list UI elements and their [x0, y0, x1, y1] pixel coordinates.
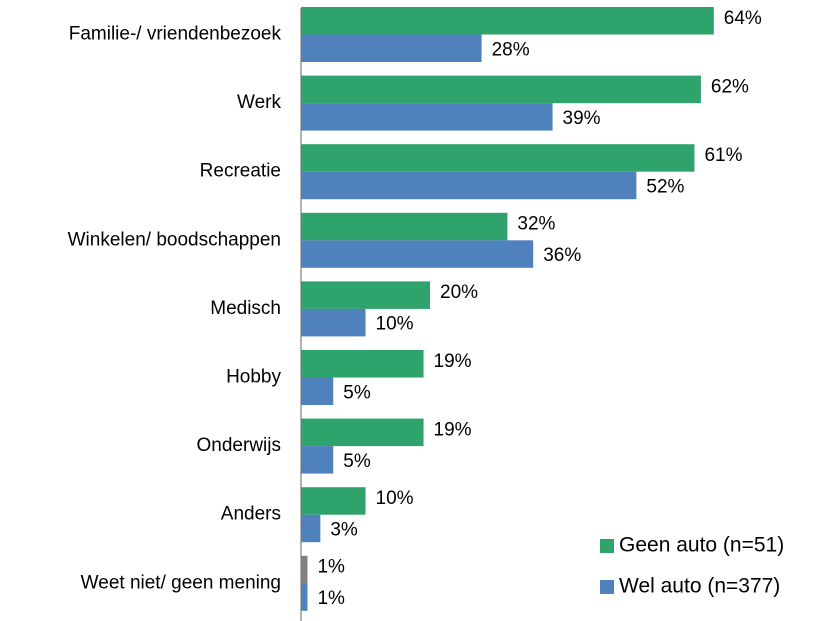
bar: [301, 487, 366, 515]
category-label: Familie-/ vriendenbezoek: [69, 24, 282, 45]
bar: [301, 75, 701, 104]
legend-swatch: [600, 539, 614, 553]
legend-swatch: [600, 580, 614, 594]
value-label: 10%: [376, 314, 414, 335]
legend-label: Geen auto (n=51): [619, 534, 784, 557]
value-label: 19%: [434, 351, 472, 372]
legend-label: Wel auto (n=377): [619, 575, 780, 598]
value-label: 61%: [704, 145, 742, 166]
category-label: Recreatie: [200, 161, 281, 182]
bar: [301, 171, 637, 200]
value-label: 36%: [543, 245, 581, 266]
value-label: 62%: [711, 76, 749, 97]
bar: [301, 240, 534, 268]
value-label: 19%: [434, 419, 472, 440]
value-label: 32%: [517, 214, 555, 235]
bar: [301, 377, 334, 405]
category-label: Hobby: [226, 367, 281, 388]
bar: [301, 103, 553, 131]
value-label: 5%: [343, 382, 371, 403]
value-label: 1%: [317, 588, 345, 609]
value-label: 10%: [376, 488, 414, 509]
bar: [301, 583, 308, 611]
bar: [301, 555, 308, 584]
value-label: 39%: [563, 108, 601, 129]
bar: [301, 418, 424, 447]
category-label: Winkelen/ boodschappen: [68, 229, 281, 250]
value-label: 64%: [724, 8, 762, 29]
bar: [301, 446, 334, 474]
value-label: 20%: [440, 282, 478, 303]
bar: [301, 281, 430, 309]
value-label: 52%: [646, 176, 684, 197]
value-label: 3%: [330, 519, 358, 540]
category-label: Medisch: [210, 298, 281, 319]
bar: [301, 7, 714, 35]
bar: [301, 34, 482, 62]
category-label: Anders: [221, 504, 281, 525]
value-label: 1%: [317, 557, 345, 578]
category-label: Weet niet/ geen mening: [81, 572, 281, 593]
bar: [301, 350, 424, 378]
bar: [301, 514, 321, 543]
value-label: 5%: [343, 451, 371, 472]
category-label: Werk: [237, 92, 281, 113]
bar: [301, 144, 695, 172]
value-label: 28%: [492, 39, 530, 60]
category-label: Onderwijs: [197, 435, 281, 456]
bar: [301, 212, 508, 241]
bar: [301, 308, 366, 337]
